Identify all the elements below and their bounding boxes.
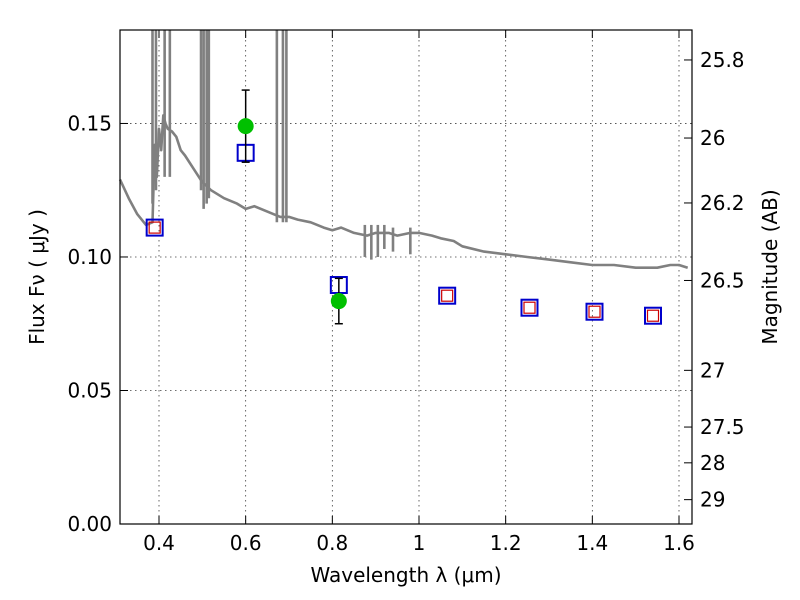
x-tick-label: 1.6 [663,531,695,555]
model-spectrum-line [118,114,689,269]
grid-layer [120,30,692,524]
y2-tick-label: 27.5 [700,415,745,439]
model-photometry-square [145,218,164,237]
absorption-spikes [151,30,412,260]
inner-photometry-square [588,305,601,318]
y2-tick-label: 27 [700,358,725,382]
y-tick-label: 0.15 [67,111,112,135]
x-tick-label: 0.8 [316,531,348,555]
y-axis-label: Flux Fν ( μJy ) [25,209,49,345]
x-tick-label: 1.2 [490,531,522,555]
x-axis-label: Wavelength λ (μm) [310,563,501,587]
inner-photometry-square [523,301,536,314]
y2-tick-label: 28 [700,451,725,475]
y-tick-label: 0.10 [67,245,112,269]
y2-tick-label: 26.2 [700,191,745,215]
y-tick-label: 0.05 [67,378,112,402]
model-spectrum [118,114,689,269]
observed-point [237,118,254,135]
x-tick-label: 1.4 [576,531,608,555]
y2-tick-label: 29 [700,488,725,512]
model-photometry-square [585,302,604,321]
plot-frame [119,29,693,525]
y-tick-label: 0.00 [67,512,112,536]
model-photometry-square [644,306,662,325]
inner-photometry-square [646,309,660,322]
x-tick-label: 1 [413,531,426,555]
y2-tick-label: 26 [700,126,725,150]
tick-layer: 0.4 0.6 0.8 1 1.2 1.4 1.6 0.00 0.05 0.10 0.15 25.8 2… [67,30,745,555]
inner-photometry-square [441,289,454,302]
observed-point [330,293,347,310]
y2-tick-label: 26.5 [700,268,745,292]
y2-tick-label: 25.8 [700,48,745,72]
inner-photometry-square [148,221,161,234]
model-photometry-square [438,286,457,305]
photometry-points [145,89,662,325]
y2-axis-label: Magnitude (AB) [758,189,782,344]
x-tick-label: 0.4 [143,531,175,555]
x-tick-label: 0.6 [230,531,262,555]
model-photometry-square [520,298,539,317]
